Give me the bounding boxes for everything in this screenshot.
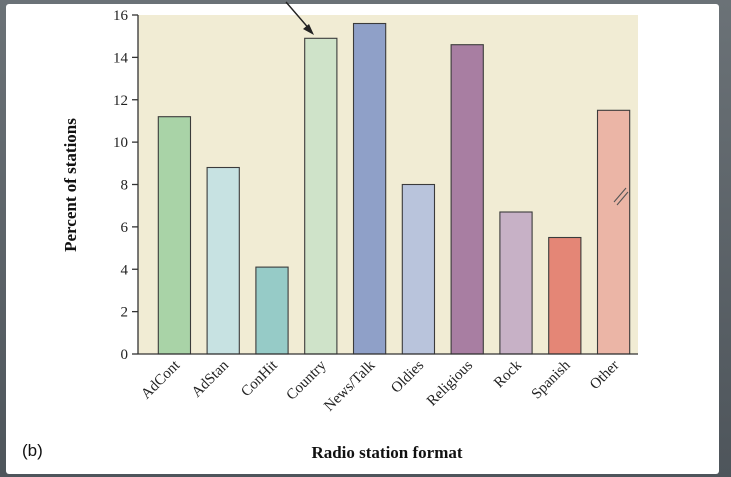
y-tick-label: 4 (121, 262, 129, 278)
bar-rock (499, 211, 533, 355)
x-tick-label: AdStan (189, 357, 232, 400)
x-tick-label: Spanish (529, 357, 574, 402)
y-tick-label: 12 (113, 93, 128, 109)
y-axis-label: Percent of stations (61, 118, 80, 252)
bar-country (304, 37, 338, 355)
x-tick-label: Religious (424, 357, 476, 409)
bar-adstan (206, 166, 240, 355)
y-tick-label: 14 (113, 50, 129, 66)
bar-oldies (401, 183, 436, 355)
bar-spanish (548, 236, 582, 355)
y-tick-label: 0 (121, 347, 129, 363)
pointer-arrow-head (303, 24, 314, 35)
bar-other (596, 109, 631, 355)
bar-news-talk (352, 22, 387, 355)
y-tick-label: 10 (113, 135, 128, 151)
bar-conhit (255, 266, 289, 355)
x-tick-label: Country (284, 357, 330, 403)
x-tick-label: Rock (491, 357, 525, 391)
y-tick-label: 6 (121, 220, 129, 236)
y-tick-label: 8 (121, 178, 129, 194)
y-axis: 0 2 4 6 8 10 12 14 16 (113, 8, 139, 363)
x-axis-label: Radio station format (311, 443, 462, 462)
x-tick-label: Oldies (388, 357, 427, 396)
cursor-mark (613, 187, 629, 206)
x-tick-label: ConHit (238, 357, 281, 400)
bar-religious (450, 44, 484, 355)
y-tick-label: 16 (113, 8, 129, 24)
bars-group (157, 22, 631, 355)
x-tick-label: News/Talk (321, 357, 378, 414)
x-tick-label: Other (587, 358, 622, 393)
panel-label: (b) (22, 441, 43, 460)
x-tick-label: AdCont (138, 357, 183, 402)
bar-adcont (157, 116, 192, 355)
y-tick-label: 2 (121, 305, 129, 321)
